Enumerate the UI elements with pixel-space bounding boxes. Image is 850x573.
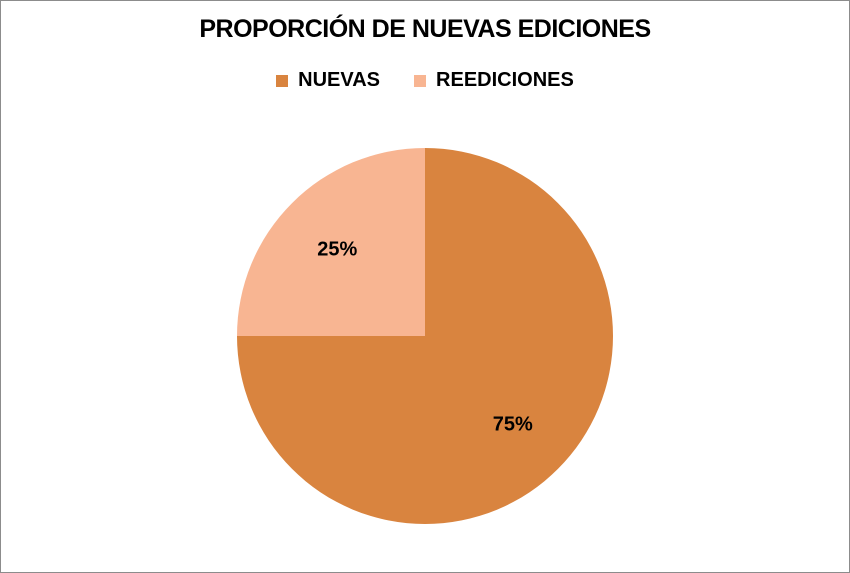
legend-swatch-reediciones — [414, 74, 427, 87]
data-label-reediciones: 25% — [317, 238, 357, 260]
legend-label-reediciones: REEDICIONES — [436, 69, 574, 91]
legend-item-nuevas: NUEVAS — [276, 69, 380, 92]
chart-title: PROPORCIÓN DE NUEVAS EDICIONES — [199, 15, 651, 43]
legend-swatch-nuevas — [276, 74, 289, 87]
pie-data-labels: 75% 25% — [317, 238, 533, 435]
pie-slices — [237, 148, 613, 524]
legend-item-reediciones: REEDICIONES — [414, 69, 574, 92]
data-label-nuevas: 75% — [493, 414, 533, 436]
chart-legend: NUEVAS REEDICIONES — [1, 69, 849, 92]
legend-label-nuevas: NUEVAS — [298, 69, 381, 91]
pie-slice-reediciones — [237, 148, 425, 336]
